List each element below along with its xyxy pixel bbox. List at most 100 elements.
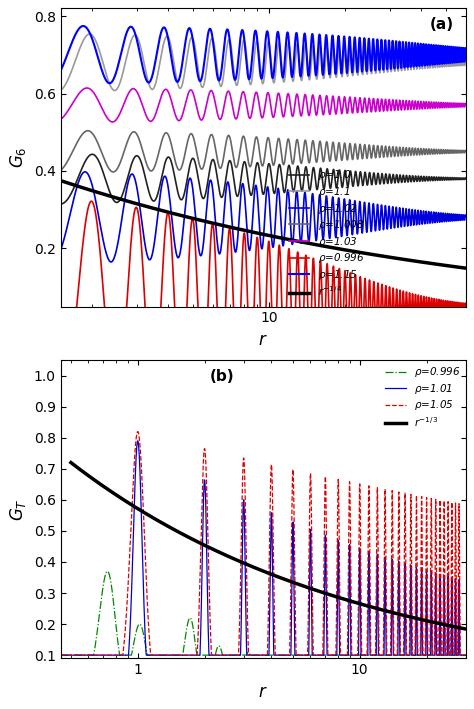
$\rho$=1.05 <box>421 651 427 659</box>
$r^{-1/3}$ <box>453 623 459 631</box>
Line: $\rho$=1.008: $\rho$=1.008 <box>61 130 465 172</box>
Line: $r^{-1/4}$: $r^{-1/4}$ <box>61 181 465 268</box>
Line: $\rho$=1.15: $\rho$=1.15 <box>61 26 465 83</box>
$\rho$=0.996 <box>358 283 364 291</box>
$\rho$=1.03 <box>84 84 90 92</box>
$\rho$=0.996 <box>421 651 427 659</box>
$\rho$=0.996 <box>463 299 468 308</box>
$\rho$=1.02 <box>205 194 210 202</box>
$\rho$=1.02 <box>315 211 321 219</box>
$\rho$=1.01 <box>240 518 246 526</box>
$\rho$=1.01 <box>421 651 427 659</box>
$\rho$=1.15 <box>205 33 210 41</box>
$\rho$=1.05 <box>58 651 64 659</box>
Line: $\rho$=1.0: $\rho$=1.0 <box>61 155 465 204</box>
$\rho$=1.15 <box>315 44 321 52</box>
$\rho$=0.996 <box>462 651 468 659</box>
$\rho$=1.03 <box>109 118 115 126</box>
$\rho$=1.03 <box>463 99 468 108</box>
X-axis label: $r$: $r$ <box>258 331 268 349</box>
Line: $\rho$=0.996: $\rho$=0.996 <box>61 201 465 314</box>
$\rho$=1.008 <box>298 157 303 165</box>
$\rho$=1.1 <box>78 41 84 50</box>
$\rho$=0.996 <box>316 651 322 659</box>
$\rho$=1.05 <box>135 428 141 436</box>
$\rho$=1.1 <box>463 55 468 64</box>
$r^{-1/3}$ <box>282 575 287 584</box>
$\rho$=1.0 <box>90 150 95 159</box>
$\rho$=0.996 <box>380 291 385 300</box>
$\rho$=1.0 <box>358 169 364 178</box>
$\rho$=1.1 <box>87 30 92 38</box>
$\rho$=0.996 <box>463 651 468 659</box>
$\rho$=1.01 <box>410 651 416 659</box>
Legend: $\rho$=0.996, $\rho$=1.01, $\rho$=1.05, $r^{-1/3}$: $\rho$=0.996, $\rho$=1.01, $\rho$=1.05, … <box>385 365 460 429</box>
$\rho$=1.1 <box>205 57 210 66</box>
$\rho$=0.996 <box>205 310 210 318</box>
$\rho$=1.02 <box>298 238 303 246</box>
Line: $\rho$=0.996: $\rho$=0.996 <box>61 571 465 655</box>
$r^{-1/3}$ <box>258 566 264 574</box>
Y-axis label: $G_6$: $G_6$ <box>9 147 28 168</box>
$\rho$=1.02 <box>463 211 468 220</box>
$r^{-1/4}$ <box>336 245 342 253</box>
$\rho$=1.01 <box>58 651 64 659</box>
$r^{-1/4}$ <box>58 177 64 185</box>
$\rho$=1.008 <box>205 143 210 152</box>
$r^{-1/4}$ <box>381 252 387 261</box>
$r^{-1/3}$ <box>303 583 309 591</box>
$\rho$=1.008 <box>110 168 116 177</box>
$r^{-1/4}$ <box>222 222 228 230</box>
$\rho$=1.15 <box>80 22 86 30</box>
$\rho$=1.0 <box>58 200 64 208</box>
$\rho$=1.02 <box>358 214 364 223</box>
$\rho$=1.05 <box>463 651 468 659</box>
$\rho$=1.01 <box>462 651 468 659</box>
$\rho$=1.02 <box>82 167 88 176</box>
$\rho$=1.008 <box>85 126 91 135</box>
$\rho$=1.15 <box>298 72 303 80</box>
$\rho$=1.0 <box>298 179 303 188</box>
$\rho$=1.0 <box>463 174 468 182</box>
$r^{-1/3}$ <box>392 609 397 618</box>
$\rho$=1.1 <box>315 65 321 73</box>
$\rho$=1.03 <box>358 100 364 108</box>
$\rho$=1.01 <box>135 437 141 445</box>
$\rho$=0.996 <box>410 651 416 659</box>
$\rho$=1.008 <box>58 166 64 174</box>
$\rho$=0.996 <box>298 310 303 318</box>
$\rho$=1.008 <box>358 145 364 154</box>
$\rho$=0.996 <box>58 651 64 659</box>
$r^{-1/4}$ <box>374 251 379 259</box>
$\rho$=1.15 <box>463 47 468 55</box>
$\rho$=1.0 <box>205 180 210 189</box>
$\rho$=1.008 <box>315 149 321 157</box>
Line: $\rho$=1.03: $\rho$=1.03 <box>61 88 465 122</box>
$\rho$=1.15 <box>107 79 112 87</box>
$\rho$=1.03 <box>58 116 64 124</box>
$\rho$=1.03 <box>78 87 84 96</box>
$\rho$=1.1 <box>358 53 364 62</box>
$\rho$=0.996 <box>457 651 463 659</box>
$r^{-1/3}$ <box>255 565 261 574</box>
Line: $\rho$=1.02: $\rho$=1.02 <box>61 172 465 262</box>
$\rho$=0.996 <box>315 310 321 318</box>
$\rho$=1.05 <box>240 466 246 474</box>
$r^{-1/3}$ <box>463 625 468 633</box>
$r^{-1/4}$ <box>99 189 105 198</box>
$\rho$=1.05 <box>316 651 322 659</box>
$\rho$=0.996 <box>78 256 84 264</box>
$\rho$=1.15 <box>58 66 64 74</box>
X-axis label: $r$: $r$ <box>258 683 268 700</box>
$\rho$=1.02 <box>108 257 114 266</box>
$\rho$=1.1 <box>58 86 64 94</box>
$r^{-1/4}$ <box>463 264 468 272</box>
Text: (b): (b) <box>210 369 235 384</box>
$\rho$=1.15 <box>358 55 364 63</box>
$\rho$=1.02 <box>78 172 84 180</box>
Line: $r^{-1/3}$: $r^{-1/3}$ <box>71 462 465 629</box>
$\rho$=1.0 <box>315 182 321 190</box>
$\rho$=1.0 <box>380 172 385 180</box>
$\rho$=1.03 <box>205 96 210 104</box>
$\rho$=0.996 <box>240 651 246 659</box>
